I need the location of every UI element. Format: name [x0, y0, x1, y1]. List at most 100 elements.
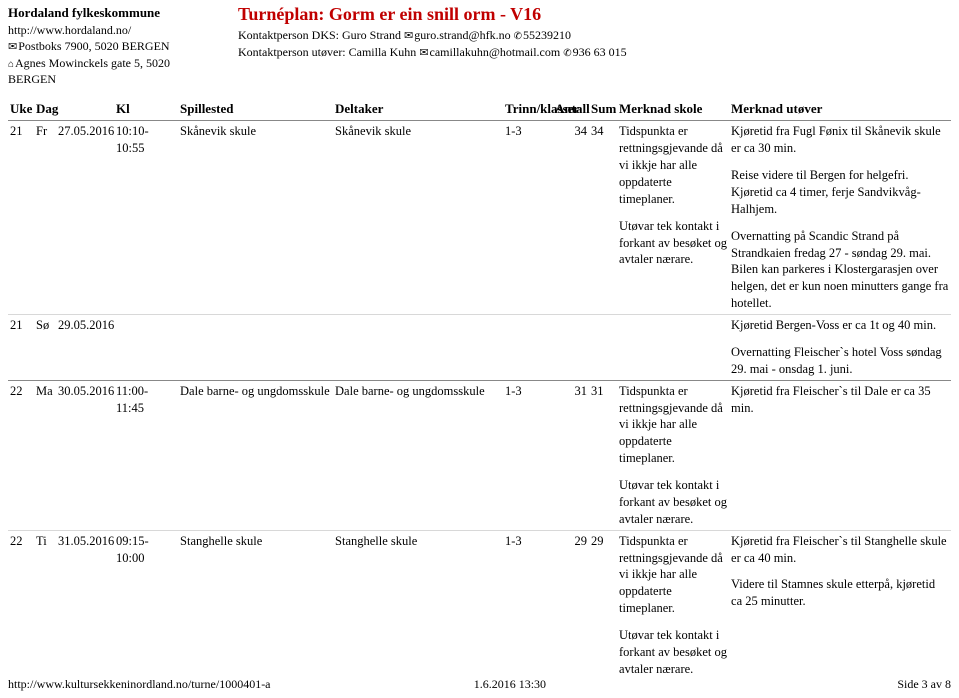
th-kl: Kl — [114, 99, 178, 121]
mskole-paragraph: Utøvar tek kontakt i forkant av besøket … — [619, 218, 727, 269]
mskole-paragraph: Tidspunkta er rettningsgjevande då vi ik… — [619, 383, 727, 467]
cell-trinn: 1-3 — [503, 121, 553, 315]
mutover-paragraph: Kjøretid fra Fleischer`s til Stanghelle … — [731, 533, 949, 567]
table-row: 21 Sø 29.05.2016 Kjøretid Bergen-Voss er… — [8, 315, 951, 381]
th-antall: Antall — [553, 99, 589, 121]
org-address-text: Agnes Mowinckels gate 5, 5020 BERGEN — [8, 56, 170, 87]
cell-dag: Sø — [34, 315, 56, 381]
cell-dato: 31.05.2016 — [56, 530, 114, 680]
th-dag: Dag — [34, 99, 114, 121]
cell-dato: 30.05.2016 — [56, 380, 114, 530]
cell-sum — [589, 315, 617, 381]
th-trinn: Trinn/klasser — [503, 99, 553, 121]
cell-kl: 10:10-10:55 — [114, 121, 178, 315]
th-sum: Sum — [589, 99, 617, 121]
phone-icon: ✆ — [563, 48, 571, 59]
contact-utover-email: camillakuhn@hotmail.com — [430, 45, 561, 59]
mutover-paragraph: Kjøretid Bergen-Voss er ca 1t og 40 min. — [731, 317, 949, 334]
cell-sum: 31 — [589, 380, 617, 530]
mail-icon: ✉ — [8, 41, 17, 53]
mutover-paragraph: Overnatting Fleischer`s hotel Voss sønda… — [731, 344, 949, 378]
cell-antall: 34 — [553, 121, 589, 315]
org-block: Hordaland fylkeskommune http://www.horda… — [8, 4, 208, 87]
cell-mutover: Kjøretid Bergen-Voss er ca 1t og 40 min.… — [729, 315, 951, 381]
footer-page: Side 3 av 8 — [546, 677, 951, 692]
cell-deltaker — [333, 315, 503, 381]
contact-line-1: Kontaktperson DKS: Guro Strand ✉guro.str… — [238, 27, 951, 44]
contact-line-2: Kontaktperson utøver: Camilla Kuhn ✉cami… — [238, 44, 951, 61]
title-block: Turnéplan: Gorm er ein snill orm - V16 K… — [238, 4, 951, 61]
cell-mskole — [617, 315, 729, 381]
table-row: 21 Fr 27.05.2016 10:10-10:55 Skånevik sk… — [8, 121, 951, 315]
cell-uke: 22 — [8, 380, 34, 530]
cell-trinn: 1-3 — [503, 380, 553, 530]
mutover-paragraph: Kjøretid fra Fugl Fønix til Skånevik sku… — [731, 123, 949, 157]
org-postbox: ✉Postboks 7900, 5020 BERGEN — [8, 38, 208, 55]
mskole-paragraph: Utøvar tek kontakt i forkant av besøket … — [619, 627, 727, 678]
cell-dato: 27.05.2016 — [56, 121, 114, 315]
footer-timestamp: 1.6.2016 13:30 — [474, 677, 546, 692]
cell-mutover: Kjøretid fra Fugl Fønix til Skånevik sku… — [729, 121, 951, 315]
cell-spillested — [178, 315, 333, 381]
mskole-paragraph: Tidspunkta er rettningsgjevande då vi ik… — [619, 123, 727, 207]
th-mutover: Merknad utøver — [729, 99, 951, 121]
mskole-paragraph: Tidspunkta er rettningsgjevande då vi ik… — [619, 533, 727, 617]
org-name: Hordaland fylkeskommune — [8, 4, 208, 22]
cell-uke: 21 — [8, 121, 34, 315]
table-row: 22 Ti 31.05.2016 09:15-10:00 Stanghelle … — [8, 530, 951, 680]
th-mskole: Merknad skole — [617, 99, 729, 121]
mskole-paragraph: Utøvar tek kontakt i forkant av besøket … — [619, 477, 727, 528]
th-spillested: Spillested — [178, 99, 333, 121]
contact-utover-phone: 936 63 015 — [573, 45, 627, 59]
contact-dks-phone: 55239210 — [523, 28, 571, 42]
cell-trinn — [503, 315, 553, 381]
cell-dag: Ma — [34, 380, 56, 530]
org-address: ⌂Agnes Mowinckels gate 5, 5020 BERGEN — [8, 55, 208, 88]
cell-dag: Fr — [34, 121, 56, 315]
page-title: Turnéplan: Gorm er ein snill orm - V16 — [238, 4, 951, 25]
cell-spillested: Skånevik skule — [178, 121, 333, 315]
cell-deltaker: Skånevik skule — [333, 121, 503, 315]
mutover-paragraph: Videre til Stamnes skule etterpå, kjøret… — [731, 576, 949, 610]
cell-antall: 31 — [553, 380, 589, 530]
page-footer: http://www.kultursekkeninordland.no/turn… — [8, 677, 951, 692]
cell-sum: 34 — [589, 121, 617, 315]
cell-antall — [553, 315, 589, 381]
org-postbox-text: Postboks 7900, 5020 BERGEN — [18, 39, 169, 53]
th-uke: Uke — [8, 99, 34, 121]
cell-kl: 11:00-11:45 — [114, 380, 178, 530]
th-deltaker: Deltaker — [333, 99, 503, 121]
schedule-table: Uke Dag Kl Spillested Deltaker Trinn/kla… — [8, 99, 951, 679]
footer-url: http://www.kultursekkeninordland.no/turn… — [8, 677, 474, 692]
cell-trinn: 1-3 — [503, 530, 553, 680]
table-header-row: Uke Dag Kl Spillested Deltaker Trinn/kla… — [8, 99, 951, 121]
contact-utover-label: Kontaktperson utøver: Camilla Kuhn — [238, 45, 416, 59]
cell-antall: 29 — [553, 530, 589, 680]
contact-dks-email: guro.strand@hfk.no — [414, 28, 510, 42]
mail-icon: ✉ — [419, 47, 428, 59]
mutover-paragraph: Overnatting på Scandic Strand på Strandk… — [731, 228, 949, 312]
cell-mutover: Kjøretid fra Fleischer`s til Dale er ca … — [729, 380, 951, 530]
page-header: Hordaland fylkeskommune http://www.horda… — [8, 4, 951, 87]
cell-deltaker: Stanghelle skule — [333, 530, 503, 680]
cell-spillested: Dale barne- og ungdomsskule — [178, 380, 333, 530]
cell-dato: 29.05.2016 — [56, 315, 114, 381]
mutover-paragraph: Kjøretid fra Fleischer`s til Dale er ca … — [731, 383, 949, 417]
phone-icon: ✆ — [514, 31, 522, 42]
contact-dks-label: Kontaktperson DKS: Guro Strand — [238, 28, 401, 42]
cell-sum: 29 — [589, 530, 617, 680]
cell-uke: 21 — [8, 315, 34, 381]
cell-kl — [114, 315, 178, 381]
cell-deltaker: Dale barne- og ungdomsskule — [333, 380, 503, 530]
mutover-paragraph: Reise videre til Bergen for helgefri. Kj… — [731, 167, 949, 218]
mail-icon: ✉ — [404, 30, 413, 42]
cell-mutover: Kjøretid fra Fleischer`s til Stanghelle … — [729, 530, 951, 680]
cell-kl: 09:15-10:00 — [114, 530, 178, 680]
cell-mskole: Tidspunkta er rettningsgjevande då vi ik… — [617, 530, 729, 680]
cell-dag: Ti — [34, 530, 56, 680]
cell-mskole: Tidspunkta er rettningsgjevande då vi ik… — [617, 121, 729, 315]
org-url: http://www.hordaland.no/ — [8, 22, 208, 38]
table-row: 22 Ma 30.05.2016 11:00-11:45 Dale barne-… — [8, 380, 951, 530]
house-icon: ⌂ — [8, 59, 14, 70]
cell-mskole: Tidspunkta er rettningsgjevande då vi ik… — [617, 380, 729, 530]
